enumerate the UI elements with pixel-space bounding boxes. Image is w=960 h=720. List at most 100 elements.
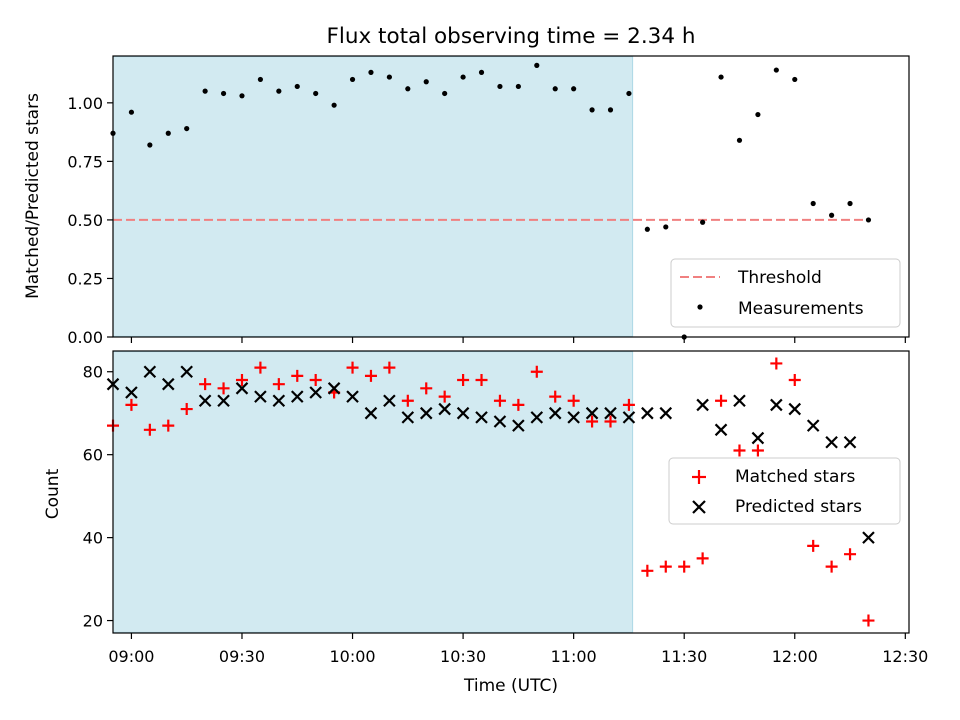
x-tick-label: 12:30 [882, 647, 928, 666]
predicted-point [604, 406, 617, 420]
predicted-point [512, 419, 525, 432]
matched-point [751, 444, 764, 457]
measurement-point [644, 226, 650, 232]
measurement-point [571, 86, 577, 92]
matched-point [512, 398, 525, 411]
y-tick-label: 1.00 [67, 94, 103, 113]
measurement-point [663, 224, 669, 230]
matched-point [291, 369, 304, 382]
legend-matched-swatch [692, 470, 706, 484]
bottom-axes-frame [112, 350, 910, 634]
predicted-point [751, 431, 765, 445]
predicted-point [162, 377, 175, 391]
predicted-point [235, 382, 249, 395]
measurement-point [718, 74, 724, 80]
predicted-point [770, 398, 783, 412]
matched-point [143, 423, 156, 436]
predicted-point [401, 411, 415, 424]
matched-point [586, 415, 599, 428]
predicted-point [862, 531, 875, 544]
matched-point [862, 614, 875, 627]
x-axis-label: Time (UTC) [463, 676, 558, 696]
predicted-point [272, 394, 286, 408]
top-legend-box [670, 258, 901, 328]
matched-point [549, 390, 562, 403]
predicted-series [106, 365, 875, 544]
measurement-point [276, 88, 282, 94]
top-shaded-region [112, 56, 634, 337]
predicted-point [493, 415, 507, 428]
measurement-point [847, 200, 853, 207]
predicted-point [456, 406, 470, 420]
measurement-point [405, 86, 411, 92]
y-tick-label: 60 [83, 446, 103, 465]
measurement-point [349, 76, 356, 83]
matched-point [825, 560, 838, 573]
predicted-point [198, 394, 212, 408]
matched-point [530, 365, 543, 378]
matched-point [807, 539, 820, 552]
measurement-point [313, 90, 319, 97]
measurement-point [460, 74, 466, 80]
measurement-point [423, 79, 429, 85]
predicted-point [530, 411, 544, 424]
legend-matched-label: Matched stars [735, 467, 855, 487]
matched-point [383, 361, 396, 374]
x-tick-label: 09:30 [219, 647, 265, 666]
matched-point [346, 361, 359, 374]
predicted-point [659, 406, 673, 420]
legend-threshold-label: Threshold [737, 268, 822, 288]
predicted-point [383, 394, 396, 408]
x-tick-label: 12:00 [772, 647, 818, 666]
matched-point [475, 374, 488, 387]
matched-point [844, 548, 857, 561]
y-tick-label: 80 [83, 363, 103, 382]
x-tick-label: 11:00 [551, 647, 597, 666]
measurement-point [147, 142, 153, 148]
measurement-point [552, 86, 558, 92]
matched-point [659, 560, 672, 573]
measurement-point [700, 219, 706, 225]
predicted-point [733, 394, 746, 408]
predicted-point [641, 406, 654, 420]
bottom-shaded-region [112, 351, 634, 633]
matched-point [217, 382, 230, 395]
measurement-point [128, 109, 135, 115]
predicted-point [125, 386, 138, 399]
predicted-point [309, 386, 322, 399]
measurement-point [773, 67, 779, 73]
matched-point [567, 394, 580, 407]
measurement-point [515, 83, 521, 90]
matched-point [309, 374, 322, 387]
predicted-point [217, 394, 230, 408]
measurement-point [220, 90, 227, 97]
matched-point [493, 394, 506, 407]
predicted-point [696, 398, 709, 412]
matched-point [604, 415, 617, 428]
bottom-y-ticks: 20 40 60 80 [83, 363, 113, 631]
matched-point [180, 403, 193, 416]
matched-point [235, 374, 248, 387]
x-tick-label: 11:30 [661, 647, 707, 666]
bottom-panel: 20 40 60 80 09:00 09:30 10:00 10:30 11:00 11:30 1… [43, 350, 928, 696]
predicted-point [327, 382, 341, 395]
top-legend: Threshold Measurements [670, 258, 901, 328]
matched-point [733, 444, 746, 457]
bottom-legend: Matched stars Predicted stars [668, 457, 901, 525]
measurement-point [386, 74, 392, 80]
predicted-point [419, 406, 433, 420]
top-y-ticks: 0.00 0.25 0.50 0.75 1.00 [67, 94, 113, 347]
y-tick-label: 40 [83, 529, 103, 548]
matched-point [696, 552, 709, 565]
predicted-point [364, 406, 378, 420]
matched-series [107, 357, 875, 627]
bottom-y-axis-label: Count [43, 468, 63, 519]
predicted-point [475, 411, 488, 424]
predicted-point [585, 406, 599, 420]
x-tick-label: 09:00 [108, 647, 154, 666]
matched-point [162, 419, 175, 432]
top-x-ticks [130, 337, 906, 343]
predicted-point [788, 402, 802, 416]
predicted-point [438, 402, 451, 416]
legend-measurements-label: Measurements [738, 299, 864, 319]
